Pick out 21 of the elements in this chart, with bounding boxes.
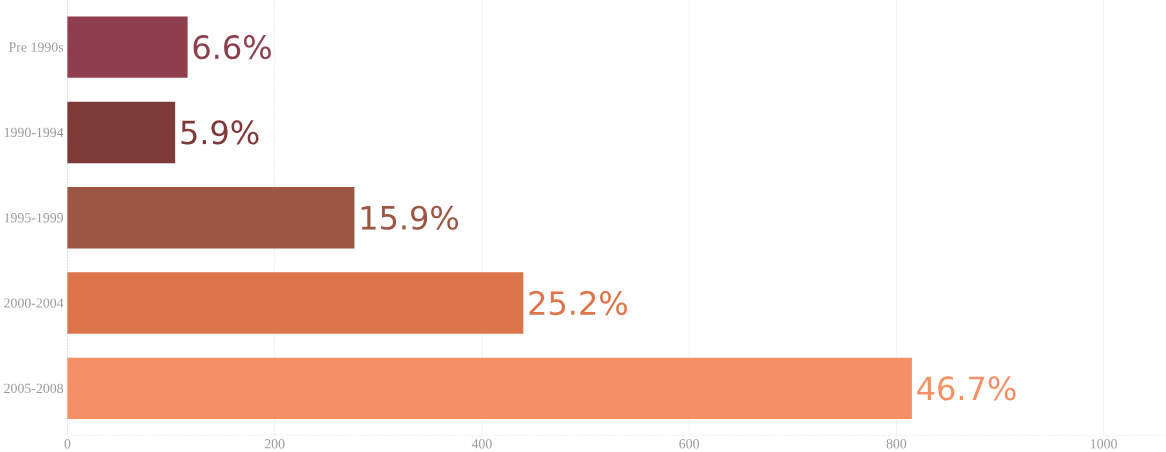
annotation: 25.2% <box>529 290 627 316</box>
y-tick-label: 2000-2004 <box>4 298 64 308</box>
annotation: 46.7% <box>917 376 1016 401</box>
bar <box>67 101 176 164</box>
bar <box>67 272 524 334</box>
annotation: 15.9% <box>361 205 459 230</box>
bar <box>67 357 912 420</box>
y-tick-label: 2005-2008 <box>4 383 64 394</box>
y-tick-label: Pre 1990s <box>8 42 64 52</box>
bar <box>67 187 355 249</box>
x-tick-label: 600 <box>679 439 699 449</box>
x-tick-label: 400 <box>471 439 492 449</box>
x-tick-label: 0 <box>64 439 71 449</box>
annotation: 6.6% <box>193 35 271 60</box>
annotation: 5.9% <box>181 120 259 145</box>
y-tick-label: 1995-1999 <box>4 213 64 223</box>
bar <box>67 16 188 78</box>
x-tick-label: 800 <box>886 439 907 449</box>
y-tick-label: 1990-1994 <box>4 127 64 138</box>
x-tick-label: 1000 <box>1090 439 1117 449</box>
x-tick-label: 200 <box>264 439 285 449</box>
